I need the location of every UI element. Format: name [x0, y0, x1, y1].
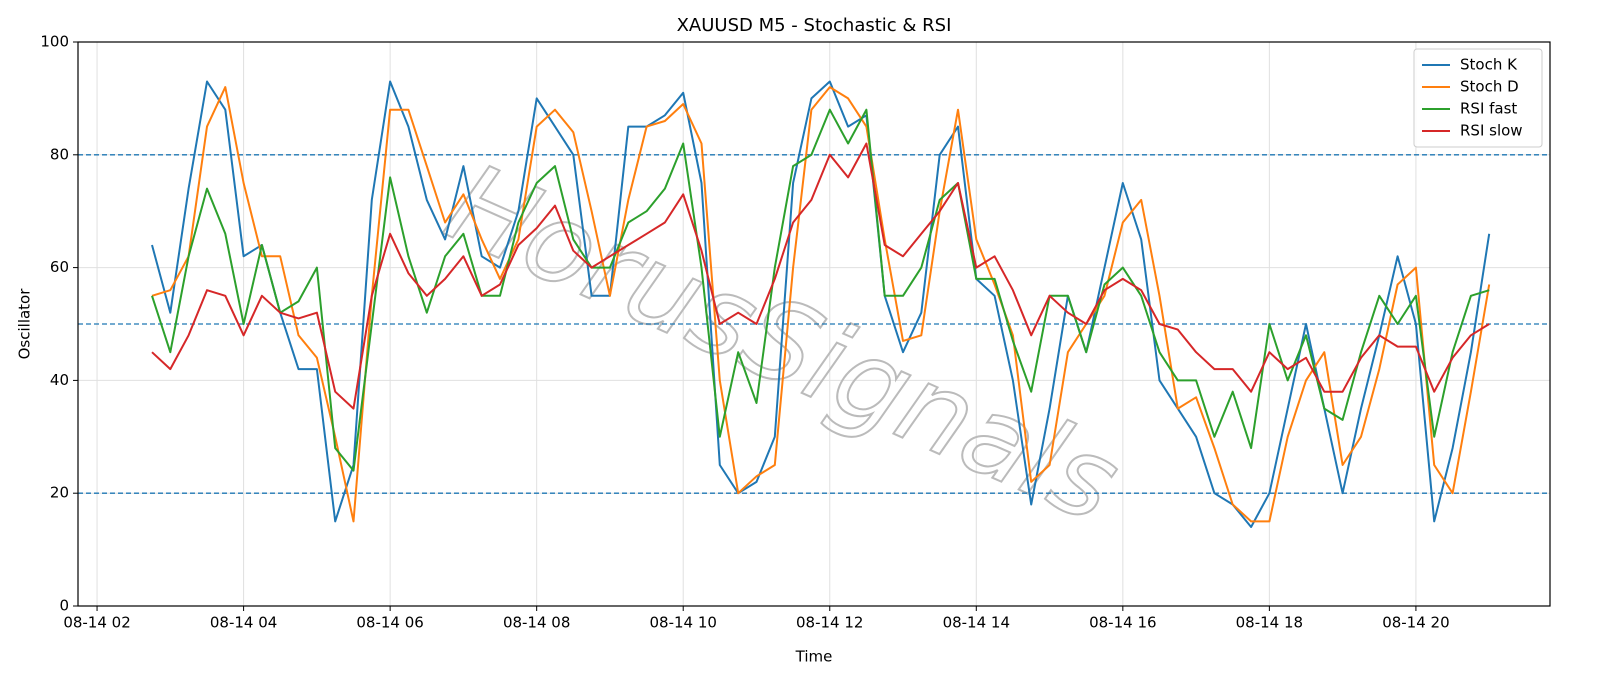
x-tick-label: 08-14 14 — [943, 614, 1010, 632]
x-tick-label: 08-14 18 — [1236, 614, 1303, 632]
y-tick-label: 60 — [50, 258, 69, 276]
series-line — [151, 142, 1490, 410]
x-tick-label: 08-14 12 — [796, 614, 863, 632]
plot-frame — [77, 41, 1551, 607]
series-line — [151, 108, 1490, 472]
y-tick-label: 100 — [40, 33, 69, 51]
legend-label: RSI fast — [1460, 100, 1517, 118]
x-tick-label: 08-14 08 — [503, 614, 570, 632]
x-tick-label: 08-14 20 — [1382, 614, 1449, 632]
x-axis-label: Time — [795, 648, 833, 666]
legend-label: Stoch K — [1460, 56, 1518, 74]
y-tick-label: 0 — [59, 597, 69, 615]
x-tick-label: 08-14 04 — [210, 614, 277, 632]
y-tick-label: 40 — [50, 371, 69, 389]
series-line — [151, 80, 1491, 528]
x-tick-label: 08-14 02 — [63, 614, 130, 632]
y-tick-label: 20 — [50, 484, 69, 502]
legend-label: Stoch D — [1460, 78, 1519, 96]
watermark: HorusSignals — [429, 139, 1137, 548]
x-tick-label: 08-14 10 — [649, 614, 716, 632]
y-tick-label: 80 — [50, 145, 69, 163]
legend-box — [1413, 48, 1543, 148]
series-line — [151, 86, 1491, 523]
x-tick-label: 08-14 16 — [1089, 614, 1156, 632]
legend: Stoch K Stoch D RSI fast RSI slow — [1413, 48, 1543, 148]
x-tick-label: 08-14 06 — [356, 614, 423, 632]
legend-label: RSI slow — [1460, 122, 1523, 140]
chart-title: XAUUSD M5 - Stochastic & RSI — [677, 15, 952, 36]
y-axis-label: Oscillator — [16, 288, 34, 360]
